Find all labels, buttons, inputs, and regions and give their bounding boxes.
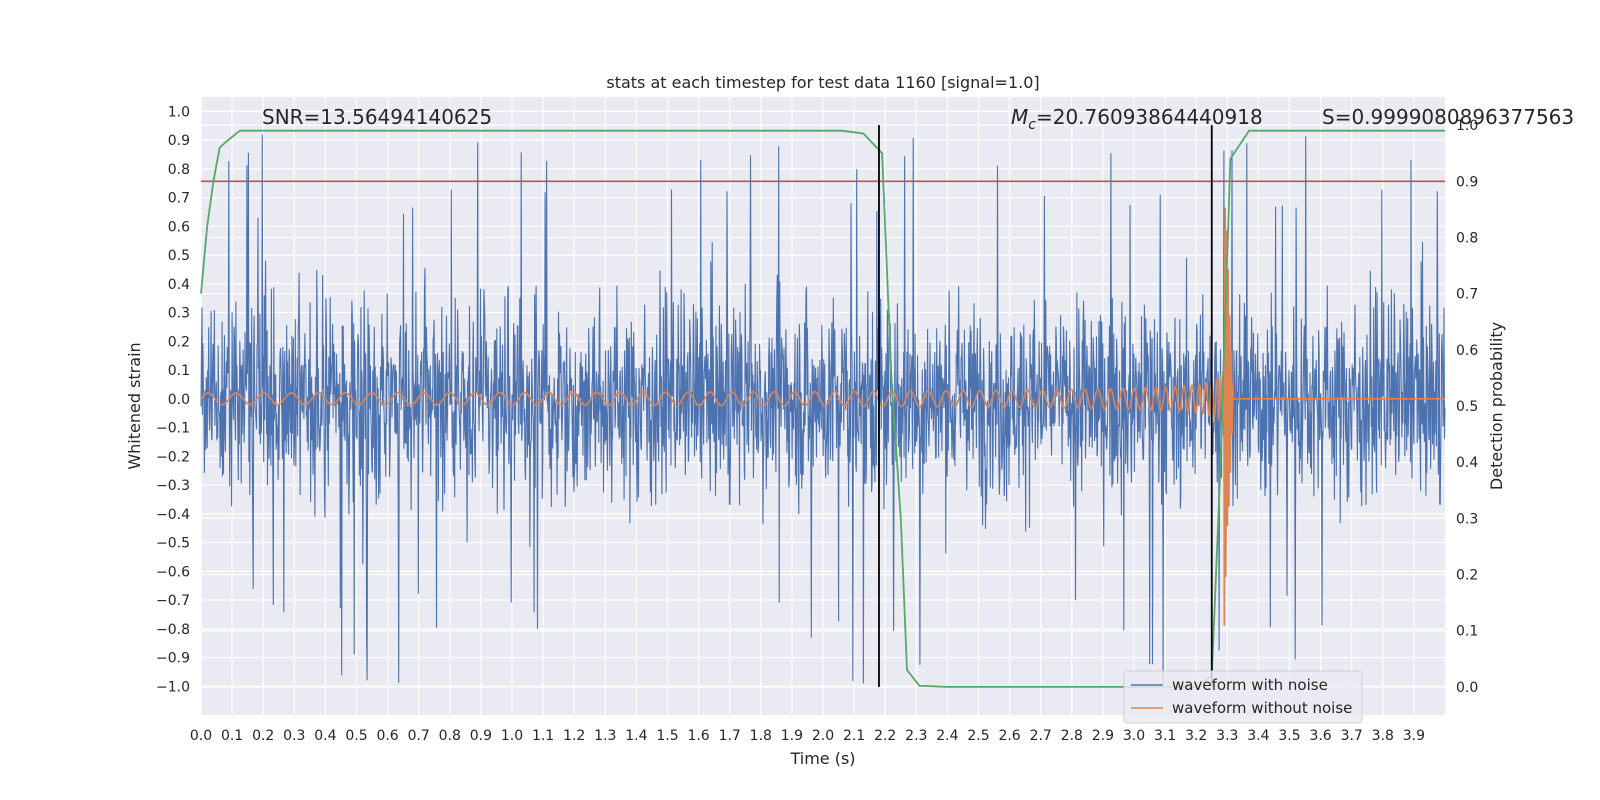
y-right-tick-label: 0.3 (1456, 511, 1478, 527)
y-right-tick-label: 0.4 (1456, 455, 1478, 471)
x-tick-label: 0.8 (439, 728, 461, 744)
y-tick-label: 0.7 (168, 191, 190, 207)
x-tick-label: 2.1 (843, 728, 865, 744)
x-tick-label: 2.4 (936, 728, 958, 744)
x-tick-label: 0.0 (190, 728, 212, 744)
legend: waveform with noise waveform without noi… (1123, 670, 1363, 724)
x-tick-label: 2.0 (812, 728, 834, 744)
legend-label-noise: waveform with noise (1172, 676, 1328, 694)
x-tick-label: 2.6 (998, 728, 1020, 744)
y-right-tick-label: 1.0 (1456, 118, 1478, 134)
x-tick-label: 3.4 (1247, 728, 1269, 744)
y-right-tick-label: 0.7 (1456, 287, 1478, 303)
y-tick-label: 0.3 (168, 306, 190, 322)
x-tick-label: 0.3 (283, 728, 305, 744)
legend-box (1123, 670, 1363, 724)
x-tick-label: 1.5 (656, 728, 678, 744)
series-waveform-with-noise (200, 134, 1446, 684)
y-tick-label: −0.1 (156, 421, 190, 437)
y-tick-label: 0.1 (168, 363, 190, 379)
y-right-axis-label: Detection probability (1487, 322, 1506, 490)
x-tick-label: 2.8 (1061, 728, 1083, 744)
series-detection-probability (200, 129, 1445, 688)
y-right-tick-label: 0.2 (1456, 568, 1478, 584)
x-tick-label: 1.8 (750, 728, 772, 744)
x-tick-label: 0.6 (376, 728, 398, 744)
y-tick-label: −0.2 (156, 449, 190, 465)
snr-annotation: SNR=13.56494140625 (262, 105, 492, 129)
legend-label-clean: waveform without noise (1172, 699, 1352, 717)
chirp-mass-symbol: M (1011, 105, 1028, 129)
y-tick-label: 0.2 (168, 334, 190, 350)
x-tick-label: 0.1 (221, 728, 243, 744)
y-tick-label: 0.5 (168, 248, 190, 264)
x-tick-label: 0.9 (470, 728, 492, 744)
x-tick-label: 3.0 (1123, 728, 1145, 744)
x-tick-label: 0.4 (314, 728, 336, 744)
y-tick-label: −0.4 (156, 507, 190, 523)
y-right-tick-label: 0.1 (1456, 624, 1478, 640)
x-tick-labels: 0.0 0.1 0.2 0.3 0.4 0.5 0.6 0.7 0.8 0.9 1.0 1.1 1.2 1… (190, 728, 1425, 744)
chirp-mass-value: =20.76093864440918 (1036, 105, 1263, 129)
x-tick-label: 1.7 (719, 728, 741, 744)
x-tick-label: 3.8 (1372, 728, 1394, 744)
x-tick-label: 1.3 (594, 728, 616, 744)
x-tick-label: 1.6 (687, 728, 709, 744)
x-tick-label: 3.6 (1309, 728, 1331, 744)
clean-trace (200, 207, 1445, 626)
y-right-tick-label: 0.9 (1456, 174, 1478, 190)
y-tick-label: −0.7 (156, 593, 190, 609)
y-tick-label: 0.4 (168, 277, 190, 293)
chart-title: stats at each timestep for test data 116… (606, 73, 1039, 92)
x-tick-label: 2.2 (874, 728, 896, 744)
x-tick-label: 1.0 (501, 728, 523, 744)
series-waveform-without-noise (200, 207, 1445, 626)
x-tick-label: 3.1 (1154, 728, 1176, 744)
y-axis-label: Whitened strain (125, 342, 144, 469)
y-right-tick-label: 0.6 (1456, 343, 1478, 359)
x-tick-label: 2.5 (967, 728, 989, 744)
score-annotation: S=0.9999080896377563 (1322, 105, 1574, 129)
y-right-tick-label: 0.8 (1456, 230, 1478, 246)
x-tick-label: 1.1 (532, 728, 554, 744)
chirp-mass-subscript: c (1028, 117, 1036, 133)
grid-y-right (201, 124, 1445, 688)
x-tick-label: 1.4 (625, 728, 647, 744)
y-right-tick-labels: 1.0 0.9 0.8 0.7 0.6 0.5 0.4 0.3 0.2 0.1 0.0 (1456, 118, 1478, 696)
y-tick-labels: 1.0 0.9 0.8 0.7 0.6 0.5 0.4 0.3 0.2 0.1 0.0 −0.1 −0.… (156, 104, 190, 695)
y-tick-label: −0.6 (156, 564, 190, 580)
grid-y (201, 110, 1445, 687)
y-right-tick-label: 0.5 (1456, 399, 1478, 415)
vertical-markers (878, 125, 1213, 687)
x-tick-label: 3.2 (1185, 728, 1207, 744)
y-tick-label: −0.9 (156, 651, 190, 667)
y-tick-label: −0.5 (156, 536, 190, 552)
y-right-tick-label: 0.0 (1456, 680, 1478, 696)
x-tick-label: 0.5 (345, 728, 367, 744)
x-tick-label: 2.7 (1030, 728, 1052, 744)
y-tick-label: 0.8 (168, 162, 190, 178)
y-tick-label: −0.8 (156, 622, 190, 638)
probability-trace (200, 129, 1445, 688)
x-tick-label: 0.2 (252, 728, 274, 744)
x-tick-label: 1.9 (781, 728, 803, 744)
x-tick-label: 3.3 (1216, 728, 1238, 744)
noise-trace (200, 134, 1446, 684)
x-tick-label: 2.9 (1092, 728, 1114, 744)
y-tick-label: −0.3 (156, 478, 190, 494)
y-tick-label: 0.9 (168, 133, 190, 149)
x-axis-label: Time (s) (789, 749, 855, 768)
x-tick-label: 0.7 (408, 728, 430, 744)
x-tick-label: 2.3 (905, 728, 927, 744)
x-tick-label: 3.5 (1278, 728, 1300, 744)
y-tick-label: 0.0 (168, 392, 190, 408)
x-tick-label: 3.9 (1403, 728, 1425, 744)
x-tick-label: 3.7 (1341, 728, 1363, 744)
x-tick-label: 1.2 (563, 728, 585, 744)
y-tick-label: −1.0 (156, 679, 190, 695)
y-tick-label: 1.0 (168, 104, 190, 120)
chirp-mass-annotation: Mc=20.76093864440918 (1011, 105, 1263, 133)
y-tick-label: 0.6 (168, 219, 190, 235)
